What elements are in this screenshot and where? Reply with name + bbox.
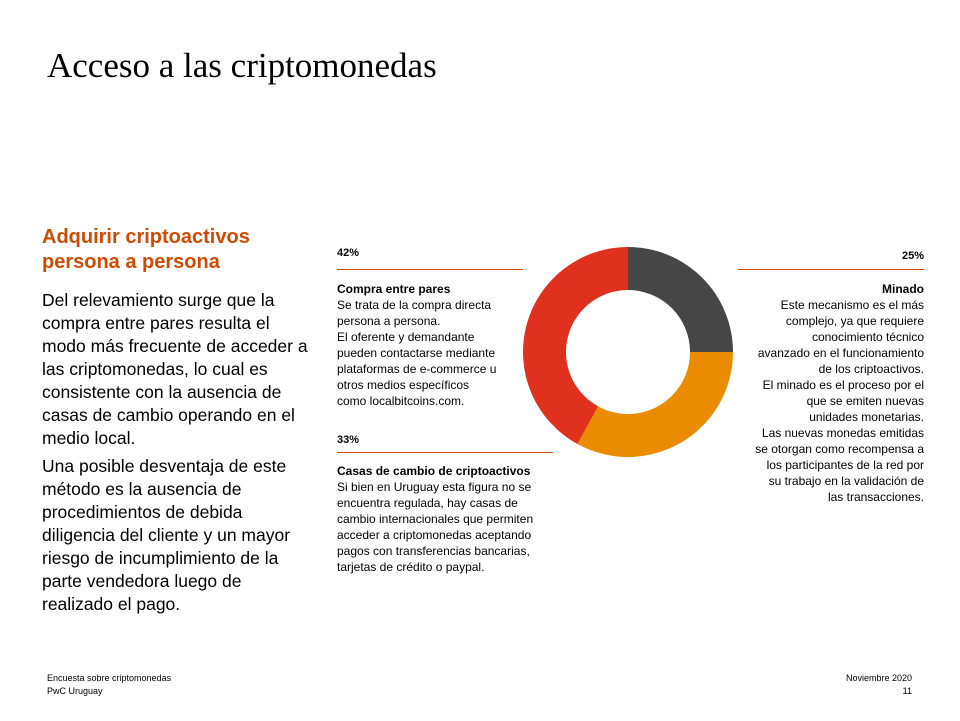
compra-percent-label: 42% <box>337 247 360 259</box>
body-paragraph-2: Una posible desventaja de este método es… <box>42 456 291 614</box>
footer-left: Encuesta sobre criptomonedas PwC Uruguay <box>47 672 171 698</box>
donut-slice-compra-entre-pares <box>523 247 628 445</box>
minado-description: Este mecanismo es el más complejo, ya qu… <box>755 298 924 504</box>
compra-title: Compra entre pares <box>337 282 451 296</box>
page-number: 11 <box>902 686 912 696</box>
section-subtitle: Adquirir criptoactivos persona a persona <box>42 226 250 273</box>
footer-date: Noviembre 2020 <box>845 673 912 683</box>
minado-percent-label: 25% <box>901 250 924 262</box>
casas-description: Si bien en Uruguay esta figura no se enc… <box>337 480 534 574</box>
minado-callout: Minado Este mecanismo es el más complejo… <box>724 281 924 505</box>
footer-company: PwC Uruguay <box>47 686 103 696</box>
footer-survey-name: Encuesta sobre criptomonedas <box>47 673 172 683</box>
minado-title: Minado <box>882 282 924 296</box>
casas-percent-label: 33% <box>337 434 360 446</box>
footer-right: Noviembre 2020 11 <box>846 672 912 698</box>
donut-slice-minado <box>628 247 733 352</box>
donut-slice-casas-de-cambio-de-criptoactivos <box>577 352 733 458</box>
casas-title: Casas de cambio de criptoactivos <box>337 464 531 478</box>
compra-description: Se trata de la compra directa persona a … <box>337 298 497 408</box>
minado-divider <box>738 269 924 270</box>
compra-divider <box>337 269 523 270</box>
compra-callout: Compra entre pares Se trata de la compra… <box>337 281 537 409</box>
casas-callout: Casas de cambio de criptoactivos Si bien… <box>337 463 567 575</box>
body-paragraph-1: Del relevamiento surge que la compra ent… <box>42 290 308 448</box>
casas-divider <box>337 452 553 453</box>
donut-chart <box>523 247 733 458</box>
page-title: Acceso a las criptomonedas <box>47 46 437 85</box>
